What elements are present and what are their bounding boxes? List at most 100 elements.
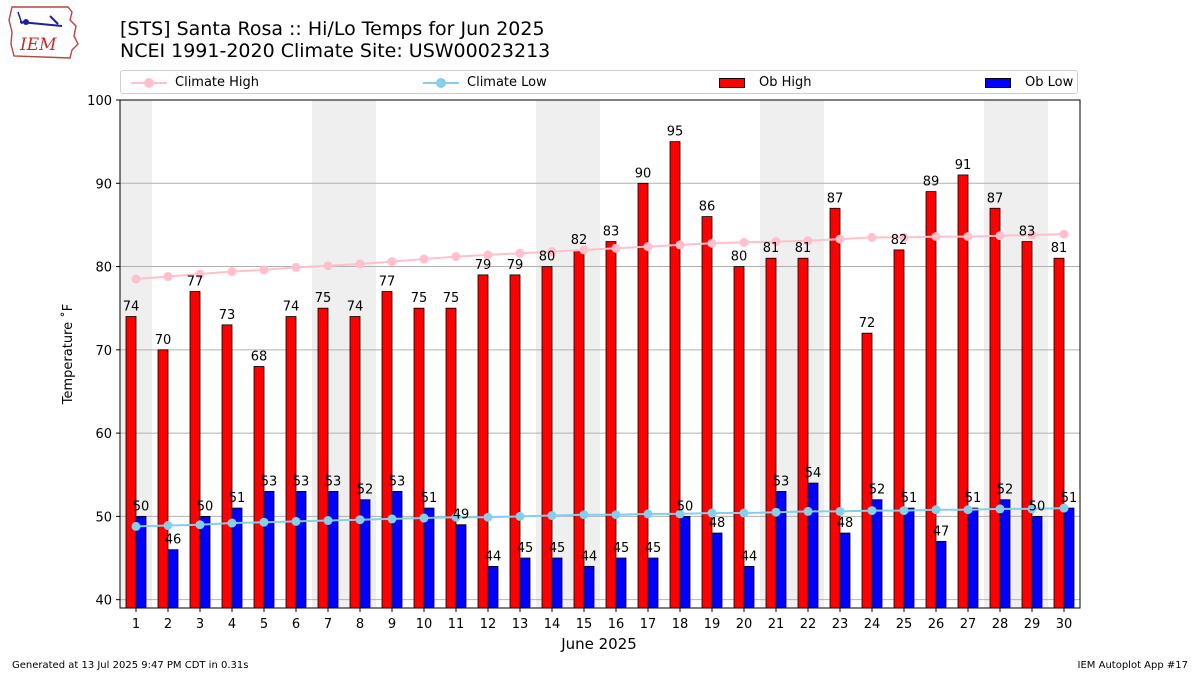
x-tick-label: 11 <box>448 617 465 632</box>
x-tick-label: 3 <box>196 617 204 632</box>
label-ob-high: 79 <box>507 258 524 273</box>
point-climate-low <box>419 513 429 523</box>
x-tick-label: 8 <box>356 617 364 632</box>
bar-ob-low <box>1031 515 1043 609</box>
label-ob-high: 80 <box>731 250 748 265</box>
point-climate-low <box>995 504 1005 514</box>
label-ob-high: 82 <box>891 233 908 248</box>
label-ob-low: 52 <box>869 483 886 498</box>
y-tick-label: 80 <box>95 261 112 276</box>
point-climate-high <box>483 250 493 260</box>
point-climate-low <box>739 508 749 518</box>
point-climate-high <box>547 247 557 257</box>
x-tick-label: 24 <box>864 617 881 632</box>
label-ob-high: 95 <box>667 125 684 140</box>
point-climate-low <box>227 518 237 528</box>
line-climate-low <box>135 507 1065 528</box>
label-ob-high: 74 <box>283 300 300 315</box>
point-climate-high <box>1059 229 1069 239</box>
x-tick-label: 14 <box>544 617 561 632</box>
bar-ob-high <box>861 332 873 609</box>
legend: Climate High Climate Low Ob High Ob Low <box>120 70 1078 94</box>
x-tick-label: 27 <box>960 617 977 632</box>
label-ob-low: 47 <box>933 524 950 539</box>
legend-label-climate-low: Climate Low <box>467 75 547 90</box>
bar-ob-low <box>903 507 915 609</box>
bar-ob-low <box>1063 507 1075 609</box>
point-climate-high <box>867 232 877 242</box>
bar-ob-low <box>999 499 1011 609</box>
point-climate-low <box>163 521 173 531</box>
point-climate-high <box>195 269 205 279</box>
point-climate-high <box>675 240 685 250</box>
label-ob-low: 50 <box>677 499 694 514</box>
bars <box>125 141 1075 609</box>
bar-ob-high <box>829 207 841 609</box>
bar-ob-low <box>551 557 563 609</box>
label-ob-low: 44 <box>581 549 598 564</box>
bar-ob-low <box>327 491 339 609</box>
label-ob-high: 68 <box>251 349 268 364</box>
label-ob-low: 51 <box>965 491 982 506</box>
label-ob-low: 45 <box>645 541 662 556</box>
label-ob-low: 51 <box>1061 491 1078 506</box>
point-climate-high <box>515 248 525 258</box>
x-tick-label: 20 <box>736 617 753 632</box>
point-climate-high <box>931 232 941 242</box>
point-climate-low <box>387 514 397 524</box>
app-credit: IEM Autoplot App #17 <box>1077 660 1188 671</box>
x-tick-label: 7 <box>324 617 332 632</box>
climate-lines <box>131 229 1069 531</box>
bar-ob-low <box>743 565 755 609</box>
legend-item-ob-low: Ob Low <box>981 74 1073 92</box>
legend-item-ob-high: Ob High <box>715 74 812 92</box>
bar-ob-low <box>455 524 467 609</box>
label-ob-low: 53 <box>389 474 406 489</box>
y-tick-label: 90 <box>95 177 112 192</box>
label-ob-low: 52 <box>357 483 374 498</box>
x-axis-label: June 2025 <box>560 635 637 653</box>
label-ob-high: 91 <box>955 158 972 173</box>
label-ob-low: 50 <box>197 499 214 514</box>
point-climate-low <box>931 505 941 515</box>
point-climate-high <box>131 274 141 284</box>
point-climate-low <box>643 509 653 519</box>
x-tick-label: 23 <box>832 617 849 632</box>
point-climate-low <box>963 505 973 515</box>
bar-ob-high <box>797 257 809 609</box>
label-ob-low: 45 <box>613 541 630 556</box>
x-tick-label: 17 <box>640 617 657 632</box>
legend-label-ob-high: Ob High <box>759 75 812 90</box>
label-ob-high: 80 <box>539 250 556 265</box>
label-ob-high: 73 <box>219 308 236 323</box>
point-climate-high <box>707 238 717 248</box>
point-climate-high <box>643 242 653 252</box>
label-ob-low: 45 <box>517 541 534 556</box>
bar-ob-high <box>541 266 553 609</box>
point-climate-high <box>899 232 909 242</box>
point-climate-low <box>515 511 525 521</box>
point-climate-low <box>803 506 813 516</box>
point-climate-high <box>291 262 301 272</box>
bar-ob-low <box>935 540 947 609</box>
bar-ob-low <box>295 491 307 609</box>
bar-ob-high <box>509 274 521 609</box>
y-tick-label: 60 <box>95 427 112 442</box>
point-climate-low <box>291 516 301 526</box>
bar-ob-low <box>519 557 531 609</box>
label-ob-high: 82 <box>571 233 588 248</box>
point-climate-low <box>195 520 205 530</box>
label-ob-high: 81 <box>1051 241 1068 256</box>
point-climate-high <box>611 243 621 253</box>
legend-label-climate-high: Climate High <box>175 75 260 90</box>
label-ob-high: 79 <box>475 258 492 273</box>
iem-logo: IEM <box>8 6 79 59</box>
y-tick-label: 70 <box>95 344 112 359</box>
label-ob-low: 48 <box>709 516 726 531</box>
legend-swatch-climate-low <box>423 76 459 90</box>
label-ob-low: 46 <box>165 533 182 548</box>
point-climate-low <box>1027 504 1037 514</box>
point-climate-low <box>835 506 845 516</box>
label-ob-low: 53 <box>261 474 278 489</box>
